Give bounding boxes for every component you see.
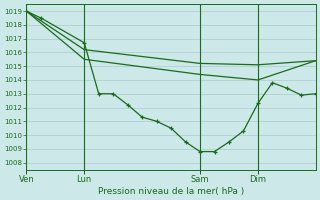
X-axis label: Pression niveau de la mer( hPa ): Pression niveau de la mer( hPa ) (98, 187, 244, 196)
